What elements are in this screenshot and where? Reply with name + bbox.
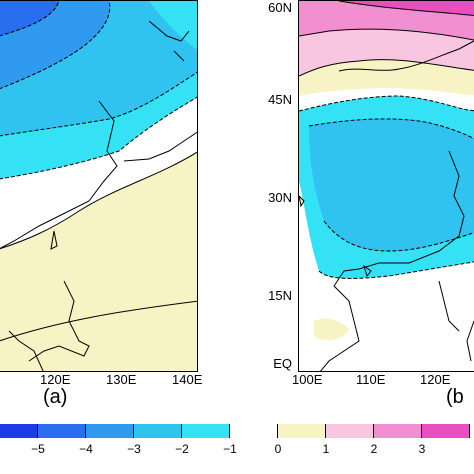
colorbar-segment bbox=[374, 424, 422, 438]
panel-b-xtick-120e: 120E bbox=[420, 372, 451, 387]
colorbar-tick-label: −2 bbox=[175, 442, 189, 456]
colorbar-tick-label: −3 bbox=[127, 442, 141, 456]
colorbar-tick-label: −4 bbox=[79, 442, 93, 456]
colorbar-tick-label: 2 bbox=[370, 442, 378, 456]
panel-b-ytick-eq: EQ bbox=[273, 356, 292, 371]
panel-a-xtick-130e: 130E bbox=[106, 372, 137, 387]
colorbar-tick-label: 1 bbox=[322, 442, 330, 456]
panel-b-ytick-30n: 30N bbox=[268, 190, 292, 205]
colorbar-tick-label: 3 bbox=[418, 442, 426, 456]
panel-a-xtick-120e: 120E bbox=[40, 372, 71, 387]
map-panel-a bbox=[0, 0, 198, 372]
panel-b-label: (b bbox=[446, 386, 464, 408]
colorbar-segment bbox=[182, 424, 230, 438]
map-panel-b bbox=[298, 0, 474, 372]
colorbar-tick-label: −5 bbox=[31, 442, 45, 456]
map-b-field bbox=[299, 1, 474, 371]
panel-a-xtick-140e: 140E bbox=[172, 372, 203, 387]
panel-b-ytick-45n: 45N bbox=[268, 92, 292, 107]
colorbar-segment bbox=[278, 424, 326, 438]
colorbar-segment bbox=[38, 424, 86, 438]
panel-b-xtick-100e: 100E bbox=[292, 372, 323, 387]
panel-b-ytick-15n: 15N bbox=[268, 288, 292, 303]
colorbar-segment bbox=[86, 424, 134, 438]
colorbar-segment bbox=[326, 424, 374, 438]
colorbar-tick-label: 0 bbox=[274, 442, 282, 456]
panel-b-xtick-110e: 110E bbox=[356, 372, 386, 387]
panel-b-ytick-60n: 60N bbox=[268, 0, 292, 15]
colorbar-segment bbox=[0, 424, 38, 438]
panel-a-label: (a) bbox=[43, 386, 68, 408]
map-a-field bbox=[0, 1, 197, 371]
colorbar-segment bbox=[134, 424, 182, 438]
colorbar-segment bbox=[422, 424, 470, 438]
colorbar bbox=[0, 424, 474, 438]
colorbar-tick-label: −1 bbox=[223, 442, 237, 456]
colorbar-segment bbox=[230, 424, 278, 438]
